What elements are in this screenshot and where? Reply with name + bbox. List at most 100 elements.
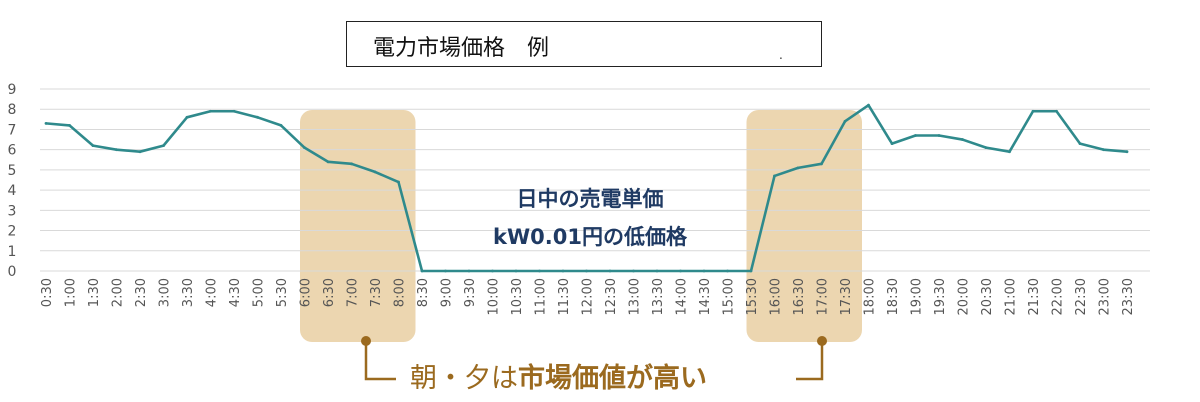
price-point bbox=[162, 144, 165, 148]
x-tick-label: 21:00 bbox=[1004, 278, 1019, 315]
price-point bbox=[279, 124, 283, 127]
daytime-price-line-1: 日中の売電単価 bbox=[516, 187, 664, 211]
x-tick-label: 11:00 bbox=[534, 278, 549, 315]
price-point bbox=[796, 166, 800, 170]
x-tick-label: 8:00 bbox=[393, 278, 408, 307]
note-emphasis: 市場価値が高い bbox=[518, 363, 707, 394]
price-point bbox=[420, 269, 424, 273]
price-point bbox=[350, 162, 353, 166]
morning-evening-note: 朝・夕は市場価値が高い bbox=[410, 356, 707, 395]
x-tick-label: 11:30 bbox=[557, 278, 572, 315]
price-point bbox=[867, 103, 870, 107]
x-axis-ticks: 0:30 1:00 1:30 2:00 2:30 3:00 3:30 4:00 4:30 5:00… bbox=[40, 278, 1136, 315]
x-tick-label: 22:00 bbox=[1051, 278, 1066, 315]
price-point bbox=[632, 269, 635, 273]
grid-lines bbox=[40, 88, 1150, 272]
price-point bbox=[1102, 148, 1105, 152]
x-tick-label: 4:30 bbox=[228, 278, 243, 307]
x-tick-label: 7:00 bbox=[346, 278, 361, 307]
x-tick-label: 15:30 bbox=[745, 278, 760, 315]
x-tick-label: 19:30 bbox=[933, 278, 948, 315]
price-point bbox=[655, 269, 659, 273]
y-tick-label: 5 bbox=[8, 163, 17, 179]
price-point bbox=[115, 148, 118, 152]
y-tick-label: 1 bbox=[8, 244, 17, 260]
chart-title: 電力市場価格 例 bbox=[373, 36, 550, 61]
price-point bbox=[1008, 150, 1011, 154]
x-tick-label: 16:00 bbox=[769, 278, 784, 315]
price-point bbox=[961, 138, 964, 141]
x-tick-label: 17:30 bbox=[839, 278, 854, 315]
x-tick-label: 3:00 bbox=[158, 278, 173, 307]
price-point bbox=[702, 269, 706, 273]
price-point bbox=[890, 142, 894, 146]
price-point bbox=[538, 269, 541, 273]
x-tick-label: 23:00 bbox=[1098, 278, 1113, 315]
note-prefix: 朝・夕は bbox=[410, 363, 518, 394]
price-point bbox=[1055, 109, 1058, 113]
price-point bbox=[303, 146, 306, 150]
y-tick-label: 2 bbox=[8, 224, 17, 240]
x-tick-label: 3:30 bbox=[181, 278, 196, 307]
x-tick-label: 2:00 bbox=[111, 278, 126, 307]
x-tick-label: 4:00 bbox=[205, 278, 220, 307]
price-point bbox=[91, 144, 95, 148]
callout-bracket-right bbox=[796, 341, 824, 381]
price-point bbox=[679, 269, 682, 273]
y-tick-label: 4 bbox=[8, 183, 17, 199]
price-point bbox=[726, 269, 729, 273]
x-tick-label: 18:30 bbox=[886, 278, 901, 315]
x-tick-label: 9:30 bbox=[463, 278, 478, 307]
price-point bbox=[843, 119, 847, 123]
price-point bbox=[326, 160, 330, 164]
x-tick-label: 22:30 bbox=[1074, 278, 1089, 315]
x-tick-label: 8:30 bbox=[416, 278, 431, 307]
x-tick-label: 17:00 bbox=[816, 278, 831, 315]
price-point bbox=[514, 269, 518, 273]
y-tick-label: 7 bbox=[8, 122, 17, 138]
callout-bracket-left bbox=[364, 341, 396, 381]
x-tick-label: 23:30 bbox=[1121, 278, 1136, 315]
price-point bbox=[209, 109, 212, 113]
highlight-band-1 bbox=[300, 110, 416, 342]
price-point bbox=[397, 180, 400, 184]
x-tick-label: 15:00 bbox=[722, 278, 737, 315]
x-tick-label: 14:30 bbox=[698, 278, 713, 315]
price-point bbox=[585, 269, 588, 273]
price-point bbox=[185, 115, 189, 119]
x-tick-label: 21:30 bbox=[1027, 278, 1042, 315]
title-tick-mark: . bbox=[779, 48, 783, 62]
x-tick-label: 1:30 bbox=[87, 278, 102, 307]
price-point bbox=[773, 174, 776, 178]
x-tick-label: 12:00 bbox=[581, 278, 596, 315]
x-tick-label: 0:30 bbox=[40, 278, 55, 307]
x-tick-label: 6:00 bbox=[299, 278, 314, 307]
x-tick-label: 7:30 bbox=[369, 278, 384, 307]
price-point bbox=[1078, 142, 1082, 146]
x-tick-label: 9:00 bbox=[440, 278, 455, 307]
x-tick-label: 20:00 bbox=[957, 278, 972, 315]
price-point bbox=[561, 269, 565, 273]
price-point bbox=[914, 134, 917, 137]
price-point bbox=[984, 146, 988, 150]
price-point bbox=[937, 134, 941, 137]
y-axis-ticks: 0 1 2 3 4 5 6 7 8 9 bbox=[8, 82, 17, 280]
x-tick-label: 20:30 bbox=[980, 278, 995, 315]
price-point bbox=[44, 121, 48, 125]
price-point bbox=[138, 150, 142, 154]
highlight-bands bbox=[300, 110, 862, 342]
x-tick-label: 18:00 bbox=[863, 278, 878, 315]
price-point bbox=[1031, 109, 1035, 113]
price-point bbox=[1125, 150, 1129, 154]
price-point bbox=[232, 109, 236, 113]
y-tick-label: 9 bbox=[8, 82, 17, 98]
series-layer bbox=[44, 103, 1129, 273]
x-tick-label: 14:00 bbox=[675, 278, 690, 315]
price-point bbox=[68, 124, 71, 127]
y-tick-label: 8 bbox=[8, 102, 17, 118]
x-tick-label: 5:00 bbox=[252, 278, 267, 307]
x-tick-label: 12:30 bbox=[604, 278, 619, 315]
y-tick-label: 3 bbox=[8, 203, 17, 219]
x-tick-label: 5:30 bbox=[275, 278, 290, 307]
